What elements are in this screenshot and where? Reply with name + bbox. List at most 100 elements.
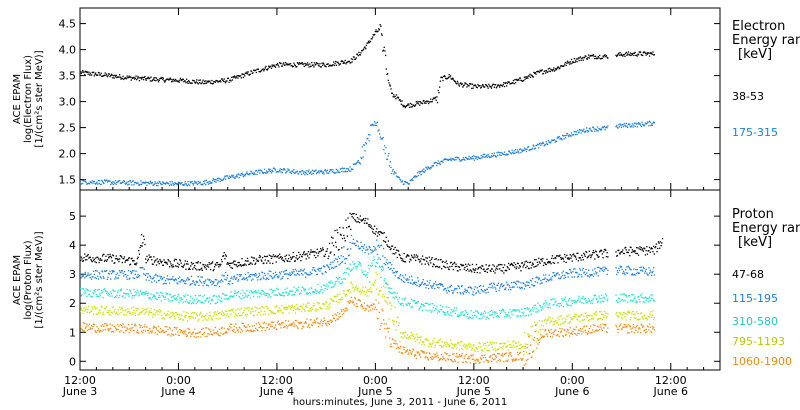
proton-point xyxy=(350,269,353,271)
proton-point xyxy=(236,274,238,276)
electron-point xyxy=(237,173,240,175)
proton-point xyxy=(157,280,160,282)
proton-point xyxy=(356,240,358,242)
proton-point xyxy=(634,274,636,276)
proton-point xyxy=(116,272,119,274)
proton-point xyxy=(142,235,145,237)
electron-point xyxy=(120,78,122,80)
proton-point xyxy=(309,291,311,294)
proton-point xyxy=(261,289,263,292)
proton-point xyxy=(589,301,591,303)
proton-point xyxy=(508,289,510,291)
proton-point xyxy=(654,247,656,249)
proton-point xyxy=(447,343,449,345)
proton-point xyxy=(222,280,224,283)
proton-point xyxy=(186,260,188,263)
proton-point xyxy=(183,280,185,282)
electron-point xyxy=(338,64,340,66)
electron-point xyxy=(206,181,208,184)
electron-point xyxy=(510,82,513,84)
proton-point xyxy=(255,262,257,264)
proton-point xyxy=(307,302,309,304)
electron-point xyxy=(246,73,249,75)
proton-point xyxy=(527,281,529,283)
proton-point xyxy=(199,312,201,314)
proton-point xyxy=(123,314,125,316)
electron-point xyxy=(161,183,163,185)
electron-point xyxy=(81,179,83,182)
proton-point xyxy=(527,333,529,335)
proton-point xyxy=(532,285,534,287)
proton-point xyxy=(92,257,94,259)
electron-point xyxy=(224,81,226,83)
electron-point xyxy=(84,70,87,72)
electron-point xyxy=(272,65,274,68)
proton-point xyxy=(397,301,400,303)
electron-point xyxy=(468,85,470,87)
proton-point xyxy=(204,318,206,320)
proton-point xyxy=(129,289,131,291)
proton-point xyxy=(645,250,647,252)
proton-point xyxy=(96,295,98,298)
electron-point xyxy=(162,181,164,183)
proton-point xyxy=(500,284,502,286)
proton-point xyxy=(527,314,530,316)
electron-point xyxy=(153,183,156,185)
proton-point xyxy=(490,309,493,312)
electron-point xyxy=(112,77,114,79)
proton-point xyxy=(625,272,627,274)
proton-point xyxy=(253,260,255,262)
proton-point xyxy=(123,258,125,260)
electron-point xyxy=(391,170,394,172)
electron-point xyxy=(331,65,333,67)
proton-point xyxy=(196,315,199,317)
proton-point xyxy=(568,269,571,271)
proton-point xyxy=(236,315,238,317)
electron-point xyxy=(326,169,329,171)
electron-point xyxy=(211,79,213,82)
proton-point xyxy=(259,292,262,294)
proton-point xyxy=(592,275,595,278)
electron-point xyxy=(640,54,642,56)
proton-point xyxy=(310,273,312,275)
electron-point xyxy=(572,134,574,136)
proton-point xyxy=(499,285,502,287)
electron-point xyxy=(99,180,101,182)
proton-point xyxy=(337,293,339,295)
electron-point xyxy=(336,171,338,173)
proton-point xyxy=(307,292,309,295)
proton-point xyxy=(168,278,170,280)
proton-point xyxy=(402,260,404,262)
electron-point xyxy=(413,105,415,107)
proton-point xyxy=(113,270,115,273)
proton-point xyxy=(179,276,181,278)
proton-point xyxy=(398,253,400,256)
electron-point xyxy=(627,123,629,126)
electron-point xyxy=(339,63,341,65)
electron-point xyxy=(543,70,545,72)
electron-point xyxy=(552,69,554,71)
proton-point xyxy=(528,267,530,270)
proton-point xyxy=(151,316,154,318)
electron-point xyxy=(434,161,437,164)
proton-point xyxy=(552,272,554,274)
proton-point xyxy=(255,273,257,275)
electron-point xyxy=(222,79,224,81)
proton-point xyxy=(198,318,200,320)
proton-point xyxy=(435,308,437,311)
electron-point xyxy=(127,184,129,186)
proton-point xyxy=(148,254,150,256)
proton-point xyxy=(130,292,132,294)
proton-point xyxy=(468,292,470,294)
proton-point xyxy=(497,284,499,286)
proton-point xyxy=(84,290,86,292)
proton-point xyxy=(283,295,286,297)
proton-point xyxy=(476,348,478,350)
proton-point xyxy=(395,249,398,251)
electron-point xyxy=(127,181,130,183)
proton-point xyxy=(265,306,267,308)
electron-point xyxy=(606,127,608,129)
proton-point xyxy=(89,290,91,292)
proton-point xyxy=(294,291,296,293)
electron-point xyxy=(170,183,172,185)
